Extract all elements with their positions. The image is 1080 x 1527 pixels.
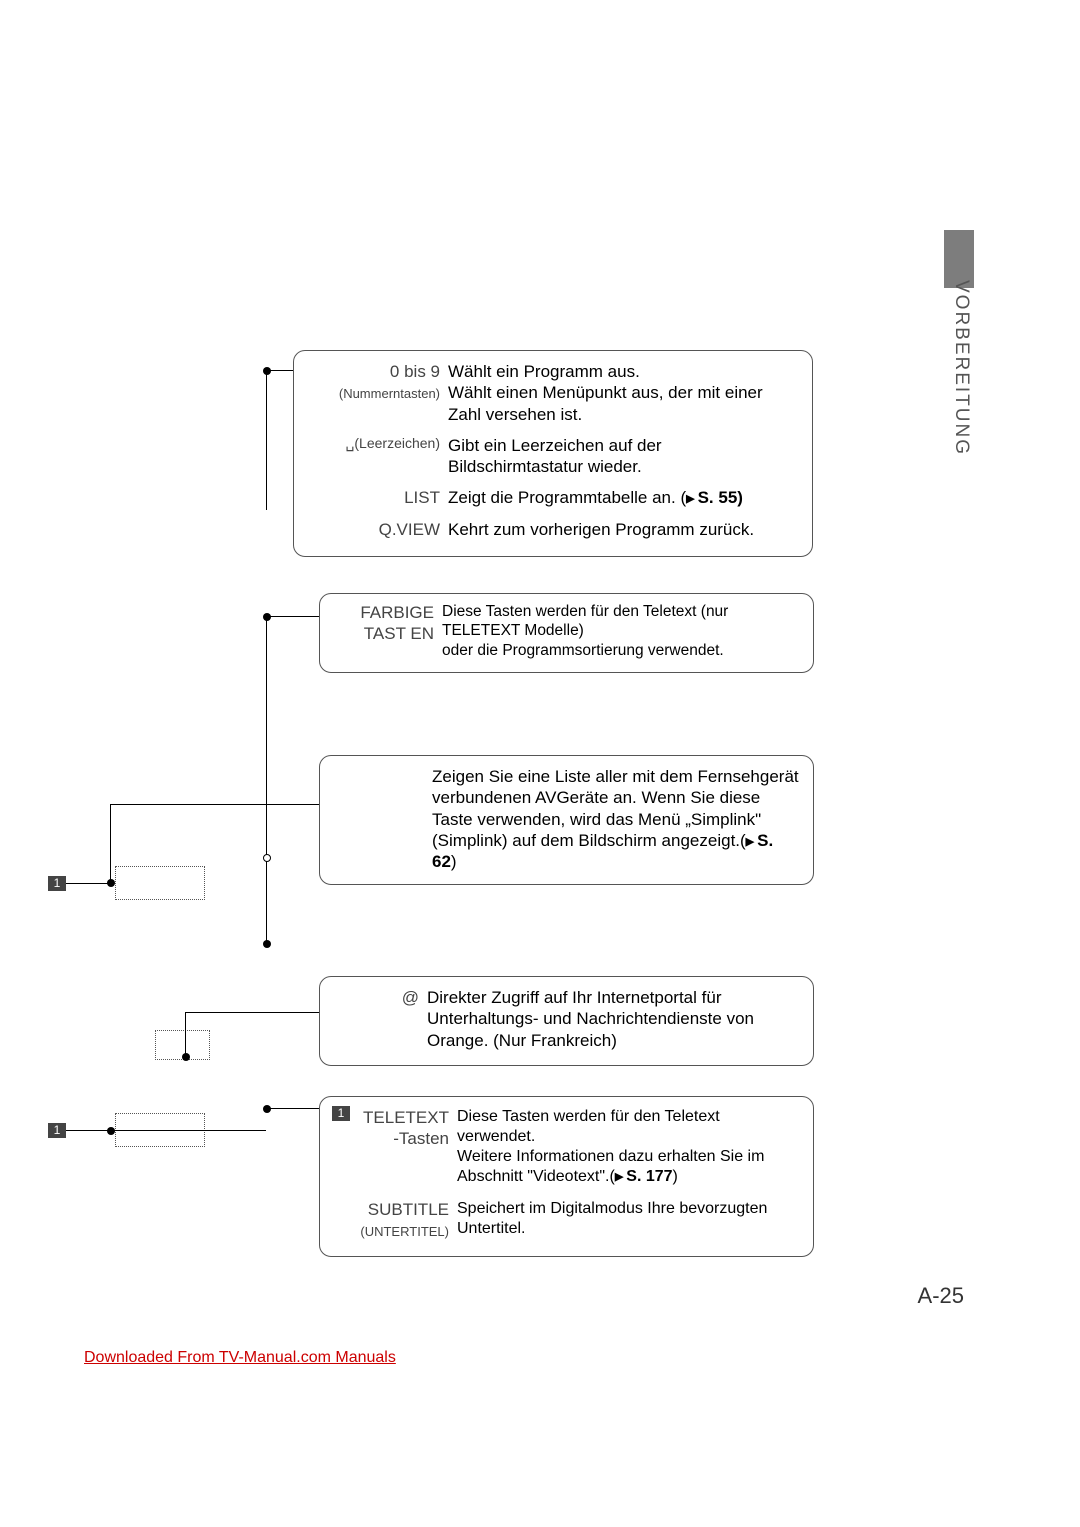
label-farbige-a: FARBIGE bbox=[360, 603, 434, 622]
desc-teletext-d: ) bbox=[673, 1168, 678, 1185]
desc-teletext-a: Diese Tasten werden für den Teletext ver… bbox=[457, 1108, 720, 1145]
label-leerzeichen: ␣(Leerzeichen) bbox=[346, 435, 441, 451]
label-subtitle-a: SUBTITLE bbox=[368, 1200, 449, 1219]
label-list: LIST bbox=[404, 488, 440, 507]
desc-list-ref: S. 55) bbox=[686, 488, 743, 507]
description-box-farbige: FARBIGE TAST EN Diese Tasten werden für … bbox=[319, 593, 814, 673]
num-marker: 1 bbox=[48, 876, 66, 891]
callout-node bbox=[263, 367, 271, 375]
callout-line bbox=[110, 804, 319, 805]
description-box-simplink: Zeigen Sie eine Liste aller mit dem Fern… bbox=[319, 755, 814, 885]
callout-line bbox=[185, 1012, 319, 1013]
num-marker-inline: 1 bbox=[332, 1106, 350, 1121]
label-teletext-b: -Tasten bbox=[393, 1129, 449, 1148]
dotted-rect bbox=[115, 866, 205, 900]
callout-line bbox=[110, 1130, 266, 1131]
desc-simplink-a: Zeigen Sie eine Liste aller mit dem Fern… bbox=[432, 767, 799, 850]
callout-node bbox=[263, 613, 271, 621]
callout-node bbox=[107, 1127, 115, 1135]
callout-line bbox=[185, 1012, 186, 1057]
desc-leerzeichen: Gibt ein Leerzeichen auf der Bildschirmt… bbox=[448, 436, 662, 476]
desc-qview: Kehrt zum vorherigen Programm zurück. bbox=[448, 520, 754, 539]
label-nummerntasten: (Nummerntasten) bbox=[339, 386, 440, 401]
desc-farbige-b: oder die Programmsortierung verwendet. bbox=[442, 642, 724, 659]
desc-subtitle: Speichert im Digitalmodus Ihre bevorzugt… bbox=[457, 1200, 767, 1237]
callout-node bbox=[182, 1053, 190, 1061]
desc-0-9-b: Wählt einen Menüpunkt aus, der mit einer… bbox=[448, 383, 763, 423]
label-farbige-b: TAST EN bbox=[364, 624, 434, 643]
callout-line bbox=[66, 1130, 110, 1131]
page-number: A-25 bbox=[918, 1283, 964, 1309]
desc-list-a: Zeigt die Programmtabelle an. ( bbox=[448, 488, 686, 507]
callout-line bbox=[110, 804, 111, 883]
label-at: @ bbox=[402, 988, 419, 1007]
callout-line bbox=[266, 370, 267, 510]
desc-teletext-b: Weitere Informationen dazu erhalten Sie … bbox=[457, 1148, 764, 1185]
callout-line bbox=[266, 616, 319, 617]
num-marker: 1 bbox=[48, 1123, 66, 1138]
callout-node bbox=[107, 879, 115, 887]
callout-node bbox=[263, 940, 271, 948]
label-0-9: 0 bis 9 bbox=[390, 362, 440, 381]
desc-0-9-a: Wählt ein Programm aus. bbox=[448, 362, 640, 381]
description-box-teletext: TELETEXT -Tasten Diese Tasten werden für… bbox=[319, 1096, 814, 1257]
label-subtitle-b: (UNTERTITEL) bbox=[360, 1224, 449, 1239]
description-box-numeric: 0 bis 9 (Nummerntasten) Wählt ein Progra… bbox=[293, 350, 813, 557]
callout-node-open bbox=[263, 854, 271, 862]
callout-line bbox=[66, 883, 110, 884]
label-qview: Q.VIEW bbox=[379, 520, 440, 539]
description-box-orange: @ Direkter Zugriff auf Ihr Internetporta… bbox=[319, 976, 814, 1066]
desc-orange: Direkter Zugriff auf Ihr Internetportal … bbox=[427, 988, 754, 1050]
callout-node bbox=[263, 1105, 271, 1113]
callout-line bbox=[266, 857, 267, 947]
section-label: VORBEREITUNG bbox=[950, 280, 972, 456]
desc-farbige-a: Diese Tasten werden für den Teletext (nu… bbox=[442, 603, 728, 639]
label-teletext-a: TELETEXT bbox=[363, 1108, 449, 1127]
callout-line bbox=[266, 1108, 319, 1109]
footer-link[interactable]: Downloaded From TV-Manual.com Manuals bbox=[84, 1349, 396, 1367]
desc-teletext-ref: S. 177 bbox=[615, 1168, 673, 1185]
desc-simplink-c: ) bbox=[451, 852, 457, 871]
